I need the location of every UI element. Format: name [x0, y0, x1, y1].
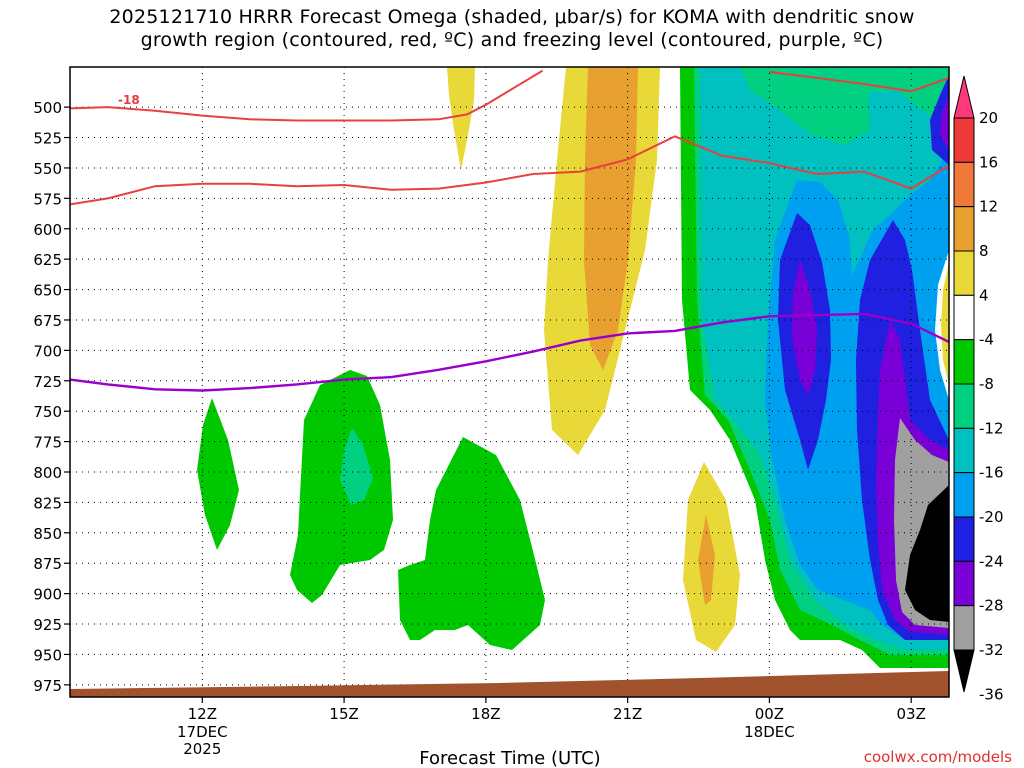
omega-neg-topright-purple	[940, 95, 949, 150]
x-tick-label: 12Z	[188, 705, 217, 723]
chart-title: 2025121710 HRRR Forecast Omega (shaded, …	[109, 6, 915, 51]
freezing-level-line	[70, 312, 949, 392]
colorbar-label: 4	[979, 286, 989, 304]
colorbar-label: 20	[979, 109, 998, 127]
colorbar-bottom-triangle	[953, 649, 975, 693]
omega-pos-upper-small	[447, 67, 475, 170]
y-tick-label: 900	[33, 586, 62, 604]
colorbar-swatch	[953, 472, 975, 518]
colorbar-swatch	[953, 250, 975, 296]
colorbar-label: -36	[979, 685, 1004, 703]
y-tick-label: 625	[33, 251, 62, 269]
y-tick-label: 825	[33, 494, 62, 512]
dgz-contour-label: -18	[118, 93, 140, 107]
x-tick-label: 00Z	[755, 705, 784, 723]
colorbar-swatch	[953, 161, 975, 208]
colorbar-label: -24	[979, 552, 1004, 570]
colorbar-swatch	[953, 294, 975, 341]
colorbar-label: 16	[979, 153, 998, 171]
y-tick-label: 525	[33, 130, 62, 148]
x-tick-sublabel: 18DEC	[744, 723, 795, 741]
colorbar-label: -8	[979, 375, 994, 393]
x-tick-label: 15Z	[329, 705, 358, 723]
gridlines	[70, 67, 949, 697]
colorbar-swatch	[953, 117, 975, 163]
omega-neg-blob2	[290, 370, 393, 603]
plot-frame	[69, 66, 950, 698]
colorbar-swatch	[953, 206, 975, 252]
colorbar-swatch	[953, 339, 975, 385]
omega-neg-blob2-core	[340, 428, 373, 505]
colorbar-swatch	[953, 560, 975, 607]
y-tick-label: 800	[33, 464, 62, 482]
colorbar-label: -4	[979, 331, 994, 349]
y-tick-label: 500	[33, 99, 62, 117]
colorbar-label: -16	[979, 464, 1004, 482]
x-tick-sublabel: 2025	[183, 740, 221, 758]
y-tick-label: 600	[33, 221, 62, 239]
colorbar-label: -32	[979, 641, 1004, 659]
y-tick-label: 550	[33, 160, 62, 178]
omega-pos-lower-core	[698, 515, 715, 605]
colorbar-swatch	[953, 605, 975, 651]
omega-neg-blob3	[398, 437, 545, 650]
omega-neg-green-top-pocket	[740, 67, 870, 145]
omega-shading	[197, 67, 949, 668]
y-tick-label: 650	[33, 282, 62, 300]
omega-neg-blob1	[197, 398, 239, 550]
colorbar-label: -12	[979, 419, 1004, 437]
omega-pos-right-edge-yellow	[941, 262, 949, 385]
footer-url: coolwx.com/models	[863, 748, 1012, 766]
omega-neg-topright-blue	[930, 75, 949, 165]
dgz-contour-upper	[70, 69, 544, 122]
x-tick-label: 18Z	[471, 705, 500, 723]
y-tick-label: 700	[33, 342, 62, 360]
colorbar-label: 12	[979, 198, 998, 216]
colorbar-label: -20	[979, 508, 1004, 526]
x-tick-label: 21Z	[613, 705, 642, 723]
ground-terrain	[70, 671, 949, 697]
colorbar: 20 16 12 8 4 -4 -8 -12 -16 -20 -24 -28 -32 -36	[953, 75, 1004, 703]
y-tick-label: 725	[33, 373, 62, 391]
colorbar-label: 8	[979, 242, 989, 260]
y-tick-label: 575	[33, 190, 62, 208]
colorbar-swatch	[953, 516, 975, 562]
y-axis-ticks: 500 525 550 575 600 625 650 675 700 725 750 775 800 8…	[33, 99, 70, 695]
omega-neg-right-black	[905, 485, 949, 622]
y-tick-label: 925	[33, 616, 62, 634]
colorbar-label: -28	[979, 597, 1004, 615]
colorbar-swatch	[953, 427, 975, 474]
colorbar-swatch	[953, 383, 975, 429]
y-tick-label: 750	[33, 403, 62, 421]
y-tick-label: 775	[33, 434, 62, 452]
y-tick-label: 975	[33, 677, 62, 695]
y-tick-label: 675	[33, 312, 62, 330]
y-tick-label: 950	[33, 646, 62, 664]
omega-neg-purple-col	[792, 260, 817, 395]
y-tick-label: 875	[33, 555, 62, 573]
x-tick-label: 03Z	[897, 705, 926, 723]
dgz-contour-lower	[70, 135, 949, 206]
y-tick-label: 850	[33, 525, 62, 543]
omega-pos-main-core	[584, 67, 638, 370]
x-axis-label: Forecast Time (UTC)	[419, 748, 600, 768]
x-tick-sublabel: 17DEC	[177, 723, 228, 741]
colorbar-top-triangle	[953, 75, 975, 119]
dgz-contour-upper-right	[769, 70, 949, 93]
